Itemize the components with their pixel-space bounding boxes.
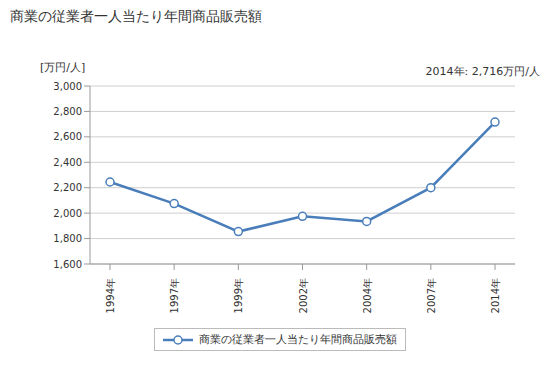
svg-text:2,400: 2,400 xyxy=(53,157,82,168)
svg-text:1997年: 1997年 xyxy=(169,278,180,313)
svg-text:1,800: 1,800 xyxy=(53,233,82,244)
svg-text:1999年: 1999年 xyxy=(233,278,244,313)
svg-text:2,000: 2,000 xyxy=(53,208,82,219)
svg-text:2002年: 2002年 xyxy=(298,278,309,313)
svg-text:1994年: 1994年 xyxy=(105,278,116,313)
svg-text:2007年: 2007年 xyxy=(426,278,437,313)
svg-text:2,800: 2,800 xyxy=(53,106,82,117)
svg-text:2014年: 2014年 xyxy=(490,278,501,313)
html-text:[万円/人]: [万円/人] xyxy=(40,61,86,74)
html-text:商業の従業者一人当たり年間商品販売額: 商業の従業者一人当たり年間商品販売額 xyxy=(10,8,262,24)
svg-text:2,200: 2,200 xyxy=(53,182,82,193)
svg-text:2,600: 2,600 xyxy=(53,131,82,142)
html-text:2014年: 2,716万円/人: 2014年: 2,716万円/人 xyxy=(425,65,540,78)
svg-text:2004年: 2004年 xyxy=(362,278,373,313)
svg-text:3,000: 3,000 xyxy=(53,81,82,92)
html-text:商業の従業者一人当たり年間商品販売額: 商業の従業者一人当たり年間商品販売額 xyxy=(199,333,397,346)
svg-text:1,600: 1,600 xyxy=(53,259,82,270)
